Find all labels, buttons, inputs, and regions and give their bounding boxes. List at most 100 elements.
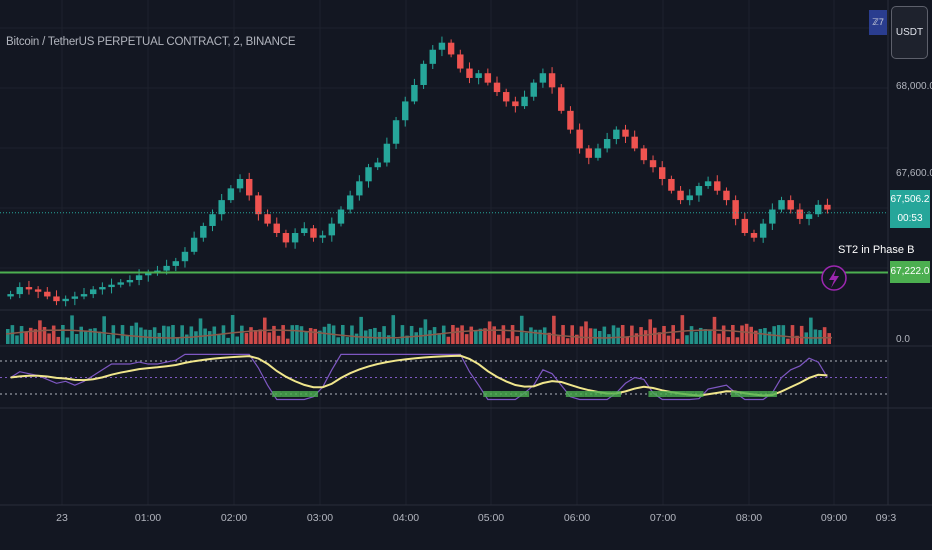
volume-bar (295, 325, 299, 344)
volume-bar (653, 327, 657, 344)
volume-bar (285, 338, 290, 344)
volume-bar (685, 335, 689, 344)
candle-body (227, 188, 235, 201)
volume-bar (680, 315, 685, 344)
volume-bar (478, 328, 483, 344)
volume-bar (386, 335, 391, 344)
candle-body (438, 42, 446, 50)
candle-body (236, 178, 244, 189)
volume-bar (698, 327, 703, 344)
volume-bar (139, 327, 143, 344)
volume-bar (359, 316, 363, 344)
candle-body (815, 204, 822, 215)
volume-bar (441, 325, 446, 344)
candle-body (135, 275, 143, 280)
candle-body (704, 181, 712, 187)
grid-lines (0, 0, 932, 506)
volume-bar (487, 321, 492, 344)
volume-bar (616, 327, 620, 344)
volume-zero-label: 0.0 (896, 334, 910, 345)
volume-bar (304, 331, 308, 344)
candle-body (640, 148, 648, 161)
volume-bar (290, 325, 295, 344)
volume-bar (28, 327, 33, 344)
volume-bar (47, 333, 51, 344)
candle-body (99, 287, 106, 290)
candle-body (769, 209, 776, 224)
volume-bar (207, 331, 212, 344)
volume-bar (166, 326, 171, 344)
volume-bar (318, 330, 322, 344)
oversold-marker (510, 391, 520, 397)
oversold-marker (648, 391, 658, 397)
oversold-marker (685, 391, 695, 397)
volume-bar (198, 318, 203, 344)
volume-bar (423, 319, 428, 344)
candle-body (190, 237, 198, 252)
candle-body (411, 84, 418, 102)
volume-bar (515, 336, 519, 344)
volume-bar (753, 330, 758, 344)
volume-bar (391, 315, 396, 344)
candle-body (255, 195, 262, 215)
volume-bar (253, 330, 258, 344)
volume-bar (446, 336, 451, 344)
candle-body (245, 178, 253, 196)
volume-bar (157, 332, 162, 344)
symbol-title[interactable]: Bitcoin / TetherUS PERPETUAL CONTRACT, 2… (6, 36, 296, 48)
volume-bar (593, 328, 597, 344)
price-candles (7, 36, 831, 307)
volume-bar (354, 333, 359, 344)
candle-body (686, 195, 693, 201)
volume-bar (790, 325, 795, 344)
time-label: 09:00 (820, 512, 848, 524)
volume-bar (152, 327, 157, 344)
oversold-marker (483, 391, 493, 397)
volume-bar (689, 326, 694, 344)
candle-body (613, 129, 620, 140)
volume-bar (735, 337, 740, 344)
oversold-marker (492, 391, 502, 397)
candle-body (34, 289, 42, 292)
volume-bar (584, 321, 588, 344)
oscillator-slow-line (10, 354, 828, 397)
volume-bar (235, 336, 240, 344)
candle-body (200, 225, 207, 238)
volume-bar (620, 325, 625, 344)
currency-button[interactable]: USDT (891, 6, 928, 59)
volume-bar (483, 328, 487, 344)
volume-bar (19, 326, 24, 344)
volume-bar (272, 325, 276, 344)
candle-body (732, 200, 739, 219)
candle-body (7, 294, 14, 297)
candle-body (622, 129, 629, 137)
volume-bar (607, 334, 611, 344)
candle-body (759, 223, 767, 238)
candle-body (457, 54, 464, 69)
oversold-marker (694, 391, 704, 397)
volume-bar (88, 328, 93, 344)
volume-bar (510, 325, 515, 344)
lightning-icon[interactable] (821, 265, 847, 291)
candle-body (512, 101, 519, 107)
volume-bar (726, 337, 731, 344)
oversold-marker (749, 391, 759, 397)
time-label: 04:00 (392, 512, 420, 524)
volume-bar (308, 328, 313, 344)
oversold-marker (501, 391, 511, 397)
volume-bar (276, 335, 281, 344)
candle-body (493, 82, 501, 93)
volume-bar (588, 328, 593, 344)
volume-bar (6, 329, 10, 344)
flag-badge[interactable]: ℤ7 (869, 10, 887, 35)
candle-body (521, 96, 528, 107)
volume-bar (625, 336, 630, 344)
candle-body (695, 186, 703, 196)
candle-body (714, 181, 721, 191)
volume-bar (749, 326, 753, 344)
oversold-marker (666, 391, 676, 397)
time-label: 09:3 (875, 512, 897, 524)
volume-bar (409, 325, 414, 344)
volume-bar (809, 317, 813, 344)
